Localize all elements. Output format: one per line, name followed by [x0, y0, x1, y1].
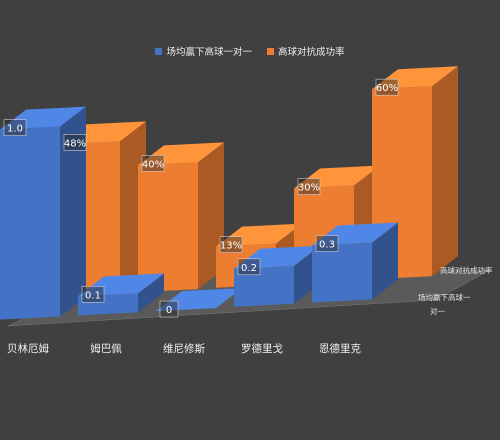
bar-side-face [60, 106, 86, 317]
data-label-box [297, 178, 321, 195]
data-label: 30% [298, 182, 320, 193]
bar-top-face [234, 245, 320, 269]
bar-side-face [372, 222, 398, 300]
bar-top-face [294, 165, 380, 189]
bar-front-face [234, 265, 294, 307]
bar-top-face [372, 66, 458, 90]
category-label: 贝林厄姆 [7, 342, 49, 355]
series-1-bars [0, 106, 398, 320]
bar-top-face [312, 222, 398, 246]
data-label-box [375, 78, 399, 96]
legend-item-series-1: 场均赢下高球一对一 [155, 44, 252, 58]
data-label: 0 [166, 305, 172, 316]
bar-top-face [138, 142, 224, 166]
data-label-box [219, 236, 243, 253]
depth-axis-label: 对一 [430, 306, 445, 316]
bar-1-5 [312, 222, 398, 303]
bar-side-face [138, 273, 164, 313]
bar-side-face [432, 66, 458, 277]
legend-item-series-2: 高球对抗成功率 [267, 44, 345, 58]
data-label: 40% [142, 159, 164, 170]
category-label: 维尼修斯 [163, 342, 205, 355]
bar-front-face [0, 126, 60, 320]
bar-front-face [78, 293, 138, 316]
depth-axis-label: 高球对抗成功率 [440, 265, 493, 275]
data-label: 0.1 [85, 290, 101, 301]
legend-swatch-blue [155, 47, 163, 55]
bar-front-face [138, 162, 198, 293]
bar-top-face [0, 106, 86, 130]
bar-1-3 [156, 288, 242, 312]
data-label: 60% [376, 83, 398, 94]
data-label: 0.2 [241, 263, 257, 274]
data-label-box [159, 300, 179, 318]
data-label-box [237, 258, 261, 276]
data-label: 1.0 [7, 124, 23, 135]
category-label: 姆巴佩 [90, 342, 122, 355]
category-label: 罗德里戈 [241, 342, 283, 355]
bar-front-face [312, 242, 372, 303]
legend-swatch-orange [267, 47, 275, 55]
data-label: 0.3 [319, 239, 335, 250]
data-label-box [63, 134, 87, 151]
legend: 场均赢下高球一对一 高球对抗成功率 [0, 44, 500, 58]
data-label-box [141, 155, 165, 172]
bar-1-1 [0, 106, 86, 320]
depth-axis-label: 场均赢下高球一 [418, 292, 471, 302]
bar-top-face [78, 273, 164, 297]
chart-text-labels: 48% 40% 13% 30% 60% 1.0 0.1 0 0.2 0.3 贝林厄姆 姆巴佩 维尼修斯 罗… [3, 78, 493, 355]
data-label: 13% [220, 241, 242, 252]
category-label: 恩德里克 [319, 342, 361, 355]
legend-label-series-2: 高球对抗成功率 [278, 47, 345, 58]
bar-top-face [156, 288, 242, 312]
legend-label-series-1: 场均赢下高球一对一 [166, 47, 252, 58]
bar-1-2 [78, 273, 164, 316]
data-label: 48% [64, 138, 86, 149]
data-label-box [81, 286, 105, 303]
data-label-box [315, 235, 339, 252]
bar-2-5 [372, 66, 458, 280]
data-label-box [3, 119, 27, 136]
bar-top-face [216, 223, 302, 247]
